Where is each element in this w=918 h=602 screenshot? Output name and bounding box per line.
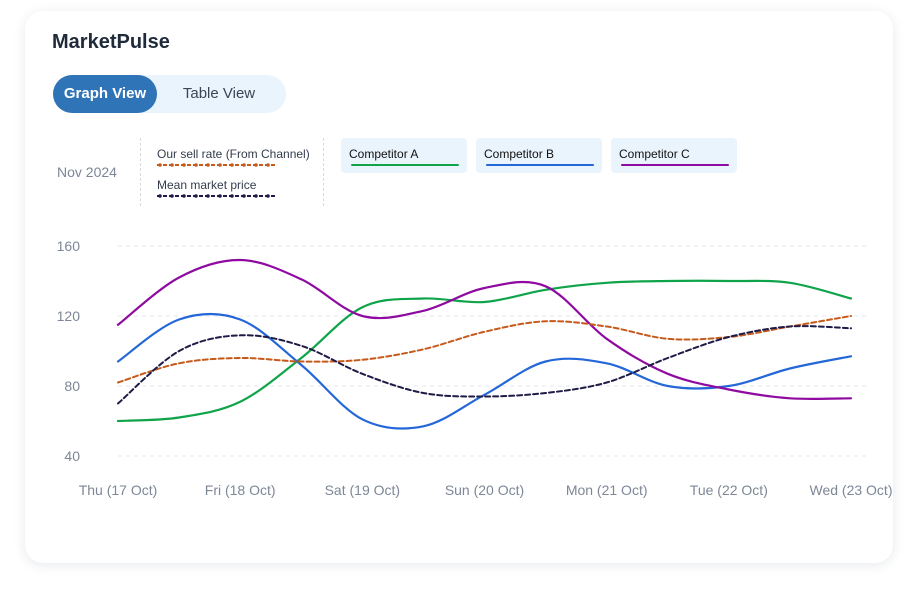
- app-title: MarketPulse: [52, 31, 170, 53]
- legend-competitor-a-label: Competitor A: [349, 147, 419, 161]
- legend-sell-rate-swatch: [157, 163, 276, 167]
- legend-sell-rate-label: Our sell rate (From Channel): [157, 147, 310, 161]
- y-tick-label: 80: [64, 378, 80, 394]
- view-toggle: Graph View Table View: [53, 75, 286, 113]
- series-line-competitor-c[interactable]: [116, 258, 853, 401]
- legend-divider: [323, 138, 324, 206]
- x-tick-label: Fri (18 Oct): [205, 482, 276, 498]
- chart-card: MarketPulse Graph View Table View Nov 20…: [25, 11, 893, 563]
- legend-competitor-b[interactable]: Competitor B: [476, 138, 602, 173]
- series-line-mean-market-price[interactable]: [117, 325, 852, 405]
- graph-view-button[interactable]: Graph View: [53, 75, 157, 113]
- legend-competitor-a-swatch: [351, 164, 459, 166]
- series-line-competitor-a[interactable]: [116, 279, 853, 423]
- legend-mean-price-label: Mean market price: [157, 178, 257, 192]
- x-tick-label: Sat (19 Oct): [325, 482, 400, 498]
- x-tick-label: Sun (20 Oct): [445, 482, 524, 498]
- legend-competitor-c[interactable]: Competitor C: [611, 138, 737, 173]
- y-tick-label: 40: [64, 448, 80, 464]
- line-chart: 40 80 120 160 Thu (17 Oct) Fri (18 Oct) Sat (1…: [57, 238, 893, 498]
- series-line-our-sell-rate-from-channel[interactable]: [117, 315, 852, 384]
- x-tick-label: Mon (21 Oct): [566, 482, 648, 498]
- legend-competitor-a[interactable]: Competitor A: [341, 138, 467, 173]
- table-view-button[interactable]: Table View: [182, 85, 256, 102]
- x-tick-label: Thu (17 Oct): [79, 482, 158, 498]
- x-tick-label: Tue (22 Oct): [690, 482, 768, 498]
- x-tick-label: Wed (23 Oct): [810, 482, 893, 498]
- legend-competitor-b-label: Competitor B: [484, 147, 555, 161]
- legend-mean-price-swatch: [157, 194, 276, 198]
- legend-competitor-c-swatch: [621, 164, 729, 166]
- y-tick-label: 160: [57, 238, 81, 254]
- legend-competitor-c-label: Competitor C: [619, 147, 690, 161]
- legend-divider: [140, 138, 141, 206]
- series-line-competitor-b[interactable]: [116, 312, 853, 430]
- y-tick-label: 120: [57, 308, 81, 324]
- period-label: Nov 2024: [57, 164, 117, 180]
- legend-competitor-b-swatch: [486, 164, 594, 166]
